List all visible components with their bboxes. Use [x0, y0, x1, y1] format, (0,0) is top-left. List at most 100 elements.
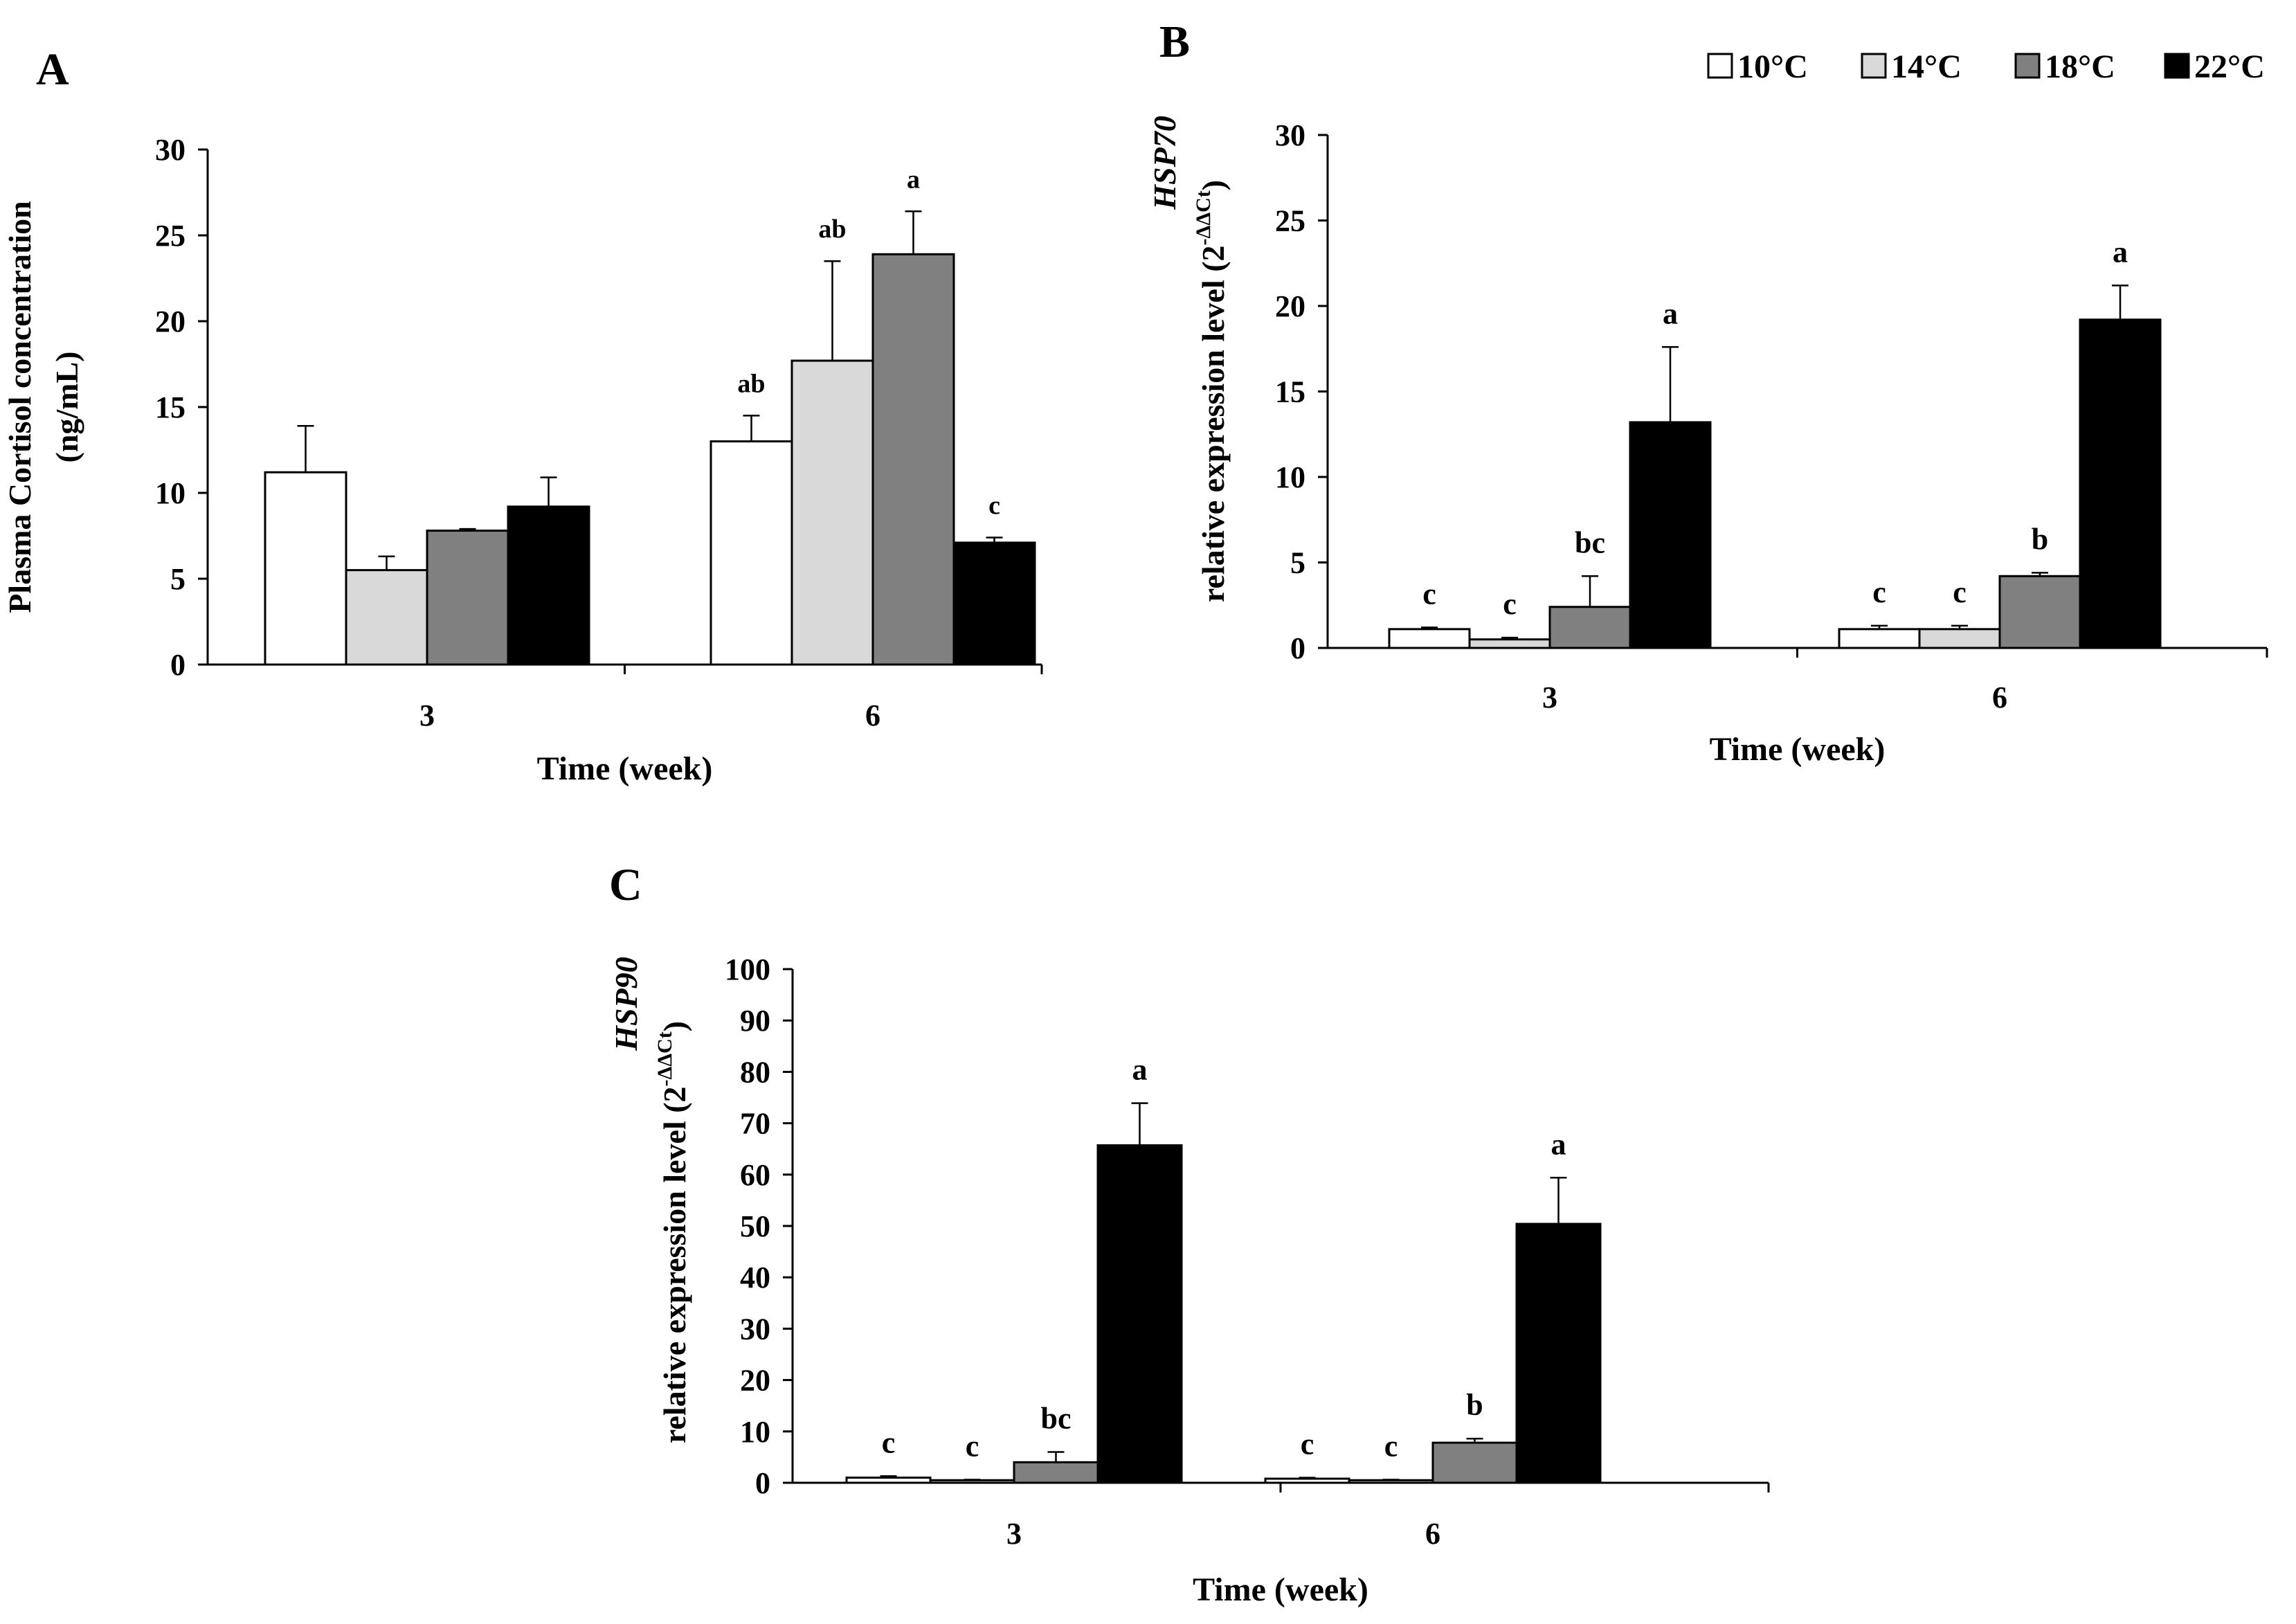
- y-axis-label: (ng/mL): [49, 352, 84, 463]
- legend-label-4: 22°C: [2194, 48, 2265, 85]
- y-axis-gene-label: HSP90: [608, 957, 644, 1051]
- bar-c-3-2: [929, 1479, 1015, 1484]
- bar-c-6-4: [1515, 1222, 1602, 1484]
- y-tick-label: 90: [740, 1004, 770, 1038]
- y-tick-label: 20: [740, 1364, 770, 1398]
- significance-letter: b: [1466, 1388, 1483, 1422]
- y-tick-label: 80: [740, 1055, 770, 1089]
- bar-a-6-1: [709, 440, 793, 666]
- x-axis-label: Time (week): [537, 750, 713, 787]
- bar-a-3-1: [264, 471, 347, 666]
- panel-letter-c: C: [609, 860, 642, 910]
- panel-a: A 0 5 10 15 20 25 30 3 ab ab a c 6 Time (week) Plasma C…: [2, 44, 1043, 787]
- significance-letter: ab: [737, 369, 765, 398]
- bar-b-6-4: [2079, 318, 2162, 649]
- bar-b-6-3: [1998, 575, 2081, 649]
- y-axis-label: relative expression level (2-ΔΔCt): [653, 1021, 692, 1443]
- significance-letter: ab: [818, 215, 846, 244]
- y-tick-label: 70: [740, 1107, 770, 1141]
- y-tick-label: 40: [740, 1261, 770, 1294]
- bar-a-3-2: [345, 569, 428, 666]
- bar-b-6-2: [1918, 628, 2001, 649]
- y-tick-label: 5: [170, 562, 186, 596]
- y-tick-label: 25: [155, 219, 186, 253]
- y-tick-label: 10: [1275, 460, 1305, 494]
- significance-letter: a: [907, 165, 920, 194]
- y-axis-label-close: ): [1195, 180, 1231, 190]
- legend-label-1: 10°C: [1737, 48, 1808, 85]
- legend-swatch-1: [1707, 53, 1733, 79]
- bar-b-3-1: [1388, 628, 1471, 649]
- y-tick-label: 10: [155, 476, 186, 510]
- y-tick-label: 0: [1290, 631, 1305, 665]
- y-axis-label: relative expression level (2-ΔΔCt): [1192, 180, 1231, 602]
- bar-c-3-4: [1096, 1144, 1183, 1484]
- bar-c-6-1: [1264, 1477, 1350, 1484]
- bar-b-3-3: [1548, 606, 1631, 649]
- y-tick-label: 50: [740, 1209, 770, 1243]
- y-axis-label-superscript: -ΔΔCt: [1192, 190, 1215, 245]
- y-tick-label: 60: [740, 1158, 770, 1192]
- y-axis-label: Plasma Cortisol concentration: [2, 201, 37, 613]
- significance-letter: a: [1663, 296, 1678, 330]
- x-tick-label: 6: [1425, 1517, 1440, 1551]
- y-tick-label: 20: [155, 305, 186, 339]
- significance-letter: a: [1551, 1127, 1566, 1161]
- significance-letter: c: [1384, 1429, 1398, 1463]
- x-tick-label: 6: [1992, 680, 2007, 714]
- x-tick-label: 3: [1006, 1517, 1022, 1551]
- significance-letter: bc: [1041, 1401, 1072, 1435]
- y-axis-label-text: relative expression level (2: [657, 1086, 692, 1443]
- significance-letter: bc: [1575, 525, 1605, 559]
- significance-letter: a: [2113, 235, 2128, 269]
- significance-letter: a: [1132, 1053, 1148, 1087]
- bar-a-6-3: [871, 253, 955, 666]
- bar-a-6-2: [790, 359, 874, 666]
- y-axis-gene-label: HSP70: [1147, 116, 1182, 210]
- bar-b-3-4: [1629, 421, 1712, 649]
- bar-b-3-2: [1468, 638, 1551, 649]
- y-axis-label-close: ): [657, 1021, 692, 1031]
- legend: 10°C 14°C 18°C 22°C: [1707, 48, 2265, 85]
- legend-swatch-4: [2164, 53, 2190, 79]
- legend-label-3: 18°C: [2045, 48, 2115, 85]
- y-tick-label: 30: [1275, 118, 1305, 152]
- y-tick-label: 20: [1275, 289, 1305, 323]
- y-tick-label: 0: [170, 648, 186, 682]
- x-axis-label: Time (week): [1710, 731, 1886, 768]
- legend-label-2: 14°C: [1891, 48, 1962, 85]
- y-tick-label: 15: [1275, 375, 1305, 409]
- bar-c-6-3: [1431, 1441, 1518, 1484]
- bar-b-6-1: [1838, 628, 1921, 649]
- bar-c-3-3: [1013, 1461, 1099, 1484]
- y-axis-label-text: relative expression level (2: [1195, 245, 1231, 602]
- panel-c: C 0 10 20 30 40 50 60 70 80 90 100 c c bc a 3 c c b a 6 Time (…: [608, 860, 1770, 1608]
- y-tick-label: 0: [755, 1466, 770, 1500]
- significance-letter: c: [1503, 587, 1517, 621]
- legend-swatch-3: [2014, 53, 2041, 79]
- x-axis-label: Time (week): [1193, 1571, 1368, 1608]
- bar-c-3-1: [845, 1477, 932, 1484]
- y-tick-label: 25: [1275, 204, 1305, 238]
- x-tick-label: 6: [865, 698, 880, 732]
- significance-letter: c: [882, 1425, 896, 1459]
- bar-a-6-4: [952, 541, 1036, 666]
- significance-letter: c: [988, 491, 1000, 520]
- y-tick-label: 15: [155, 390, 186, 424]
- x-tick-label: 3: [1542, 680, 1557, 714]
- panel-b: B 0 5 10 15 20 25 30 c c bc a 3 c c b a 6 Time (week) HSP70…: [1147, 17, 2268, 768]
- y-tick-label: 5: [1290, 546, 1305, 580]
- significance-letter: b: [2032, 522, 2048, 556]
- significance-letter: c: [1301, 1427, 1314, 1461]
- y-tick-label: 10: [740, 1415, 770, 1449]
- panel-letter-b: B: [1159, 17, 1190, 67]
- bar-a-3-4: [507, 505, 590, 666]
- y-tick-label: 100: [725, 953, 770, 986]
- legend-swatch-2: [1861, 53, 1887, 79]
- significance-letter: c: [1872, 575, 1886, 609]
- bar-a-3-3: [426, 530, 509, 666]
- y-axis-label-superscript: -ΔΔCt: [653, 1031, 676, 1086]
- significance-letter: c: [1953, 575, 1967, 609]
- significance-letter: c: [1422, 577, 1436, 611]
